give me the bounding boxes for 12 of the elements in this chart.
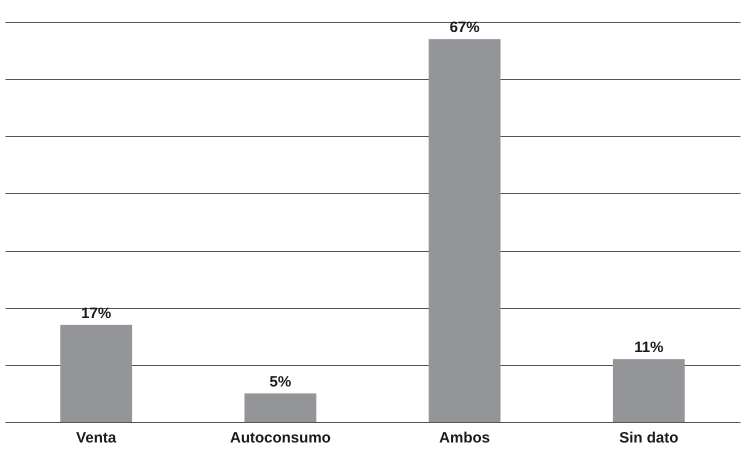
x-tick-label: Venta bbox=[76, 430, 117, 446]
x-tick-label: Ambos bbox=[439, 430, 490, 446]
data-label: 17% bbox=[81, 304, 112, 322]
data-label: 11% bbox=[634, 339, 664, 356]
bar bbox=[244, 393, 316, 422]
data-label: 67% bbox=[450, 19, 480, 36]
bar bbox=[612, 359, 685, 422]
bar bbox=[428, 39, 501, 422]
bar bbox=[60, 324, 132, 422]
x-tick-label: Autoconsumo bbox=[230, 430, 331, 446]
x-tick-label: Sin dato bbox=[619, 430, 678, 446]
data-label: 5% bbox=[270, 373, 292, 390]
